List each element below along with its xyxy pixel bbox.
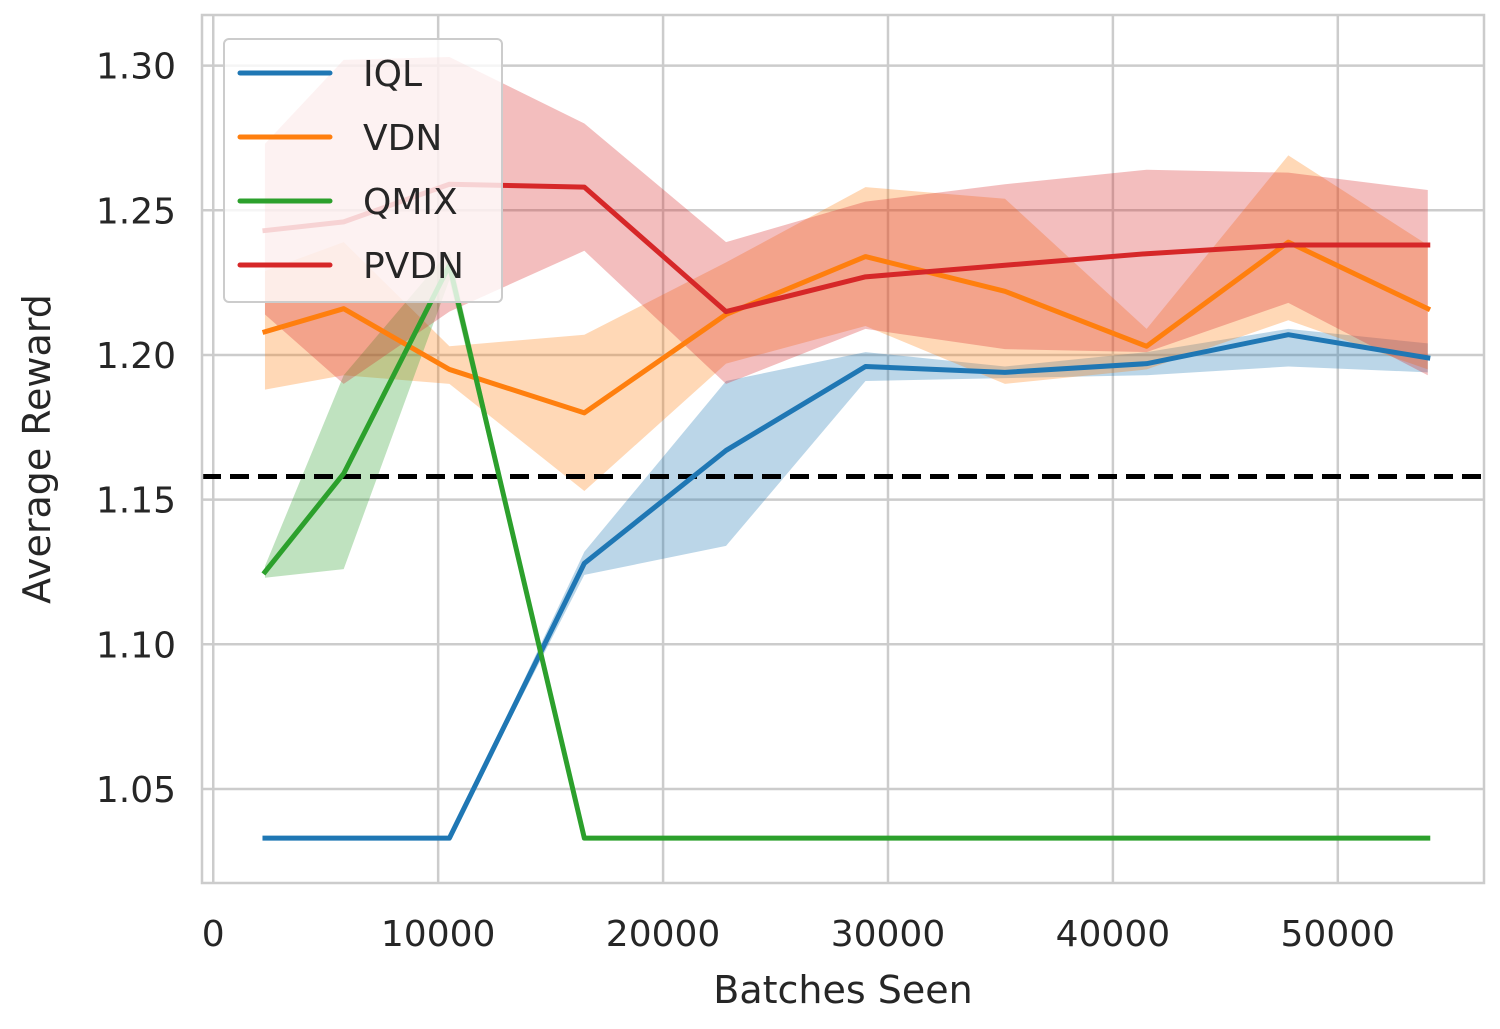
y-tick-label: 1.15 [96, 481, 176, 522]
legend-items: IQL VDN QMIX PVDN [237, 54, 464, 287]
y-tick-label: 1.05 [96, 770, 176, 811]
legend: IQL VDN QMIX PVDN [223, 38, 503, 303]
confidence-bands [264, 56, 1428, 839]
legend-label-qmix: QMIX [363, 182, 458, 223]
x-tick-labels: 0 10000 20000 30000 40000 50000 [202, 914, 1395, 955]
qmix-series-line [261, 262, 1431, 841]
x-tick-label: 30000 [831, 914, 946, 955]
y-tick-label: 1.25 [96, 191, 176, 232]
vdn-series-line [261, 239, 1432, 416]
vdn-confidence-band [264, 155, 1428, 491]
legend-label-pvdn: PVDN [363, 246, 464, 287]
y-tick-labels: 1.05 1.10 1.15 1.20 1.25 1.30 [96, 47, 176, 811]
x-axis-label: Batches Seen [713, 968, 972, 1012]
legend-label-vdn: VDN [363, 118, 442, 159]
y-tick-label: 1.30 [96, 47, 176, 88]
y-tick-label: 1.10 [96, 625, 176, 666]
x-tick-label: 20000 [606, 914, 721, 955]
legend-label-iql: IQL [363, 54, 422, 95]
y-tick-label: 1.20 [96, 336, 176, 377]
grid [202, 15, 1484, 883]
plot-frame [200, 13, 1486, 885]
x-tick-label: 40000 [1056, 914, 1171, 955]
pvdn-confidence-band [264, 56, 1428, 384]
x-tick-label: 0 [202, 914, 225, 955]
legend-box [223, 38, 503, 303]
x-tick-label: 50000 [1281, 914, 1396, 955]
iql-series-line [262, 332, 1431, 841]
x-tick-label: 10000 [381, 914, 496, 955]
y-axis-label: Average Reward [15, 294, 59, 604]
